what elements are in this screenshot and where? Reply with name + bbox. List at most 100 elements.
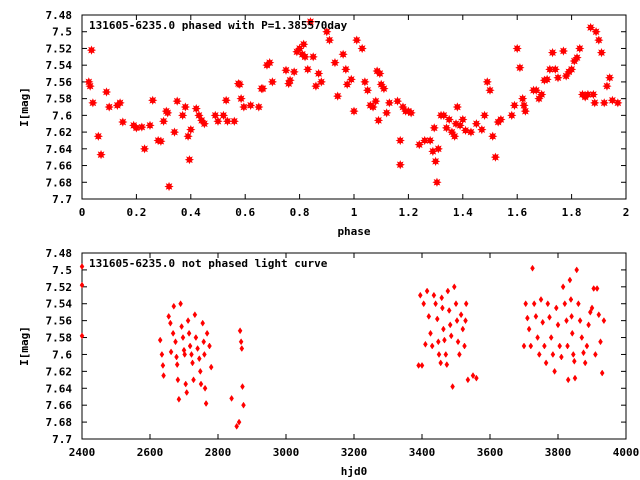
- unphased-y-tick-label: 7.56: [46, 315, 73, 328]
- unphased-data-point: [545, 300, 551, 308]
- unphased-data-point: [238, 338, 244, 346]
- phased-data-point: [285, 75, 295, 85]
- unphased-y-tick-label: 7.52: [46, 281, 73, 294]
- phased-light-curve-chart: 0 0.2 0.4 0.6 0.8 1 1.2 1.4 1.6 1.8 2 7.48 7.5 7.52 7.…: [18, 9, 629, 238]
- unphased-data-point: [560, 283, 566, 291]
- phased-data-point: [199, 119, 210, 129]
- phased-y-tick-label: 7.7: [52, 193, 72, 206]
- phased-x-tick-label: 1.8: [562, 206, 582, 219]
- phased-data-point: [314, 68, 324, 79]
- phased-data-point: [281, 65, 291, 75]
- unphased-data-point: [192, 311, 198, 319]
- phased-data-point: [184, 155, 195, 165]
- phased-data-point: [515, 63, 525, 73]
- unphased-data-point: [171, 302, 177, 310]
- phased-data-point: [169, 127, 180, 137]
- unphased-data-point: [450, 383, 455, 391]
- phased-data-point: [239, 102, 249, 112]
- phased-data-point: [368, 102, 378, 112]
- phased-data-point: [333, 91, 343, 101]
- unphased-data-point: [160, 361, 166, 369]
- unphased-data-point: [601, 317, 607, 325]
- unphased-data-point: [195, 345, 200, 352]
- phased-data-point: [104, 102, 114, 112]
- phased-data-point: [139, 144, 150, 154]
- unphased-data-point: [190, 359, 195, 367]
- unphased-data-point: [175, 376, 181, 384]
- phased-data-point: [406, 108, 416, 118]
- unphased-data-point: [440, 304, 445, 312]
- phased-data-point: [531, 85, 541, 95]
- unphased-data-point: [536, 351, 542, 358]
- phased-y-tick-label: 7.62: [46, 126, 73, 139]
- unphased-data-point: [591, 285, 597, 292]
- phased-data-point: [572, 53, 582, 63]
- phased-x-tick-label: 1.2: [398, 206, 418, 219]
- unphased-data-point: [174, 361, 180, 369]
- phased-data-point: [452, 102, 462, 112]
- phased-data-point: [441, 123, 452, 133]
- phased-data-points: [84, 17, 623, 192]
- unphased-data-point: [565, 342, 570, 350]
- unphased-plot-title: 131605-6235.0 not phased light curve: [89, 257, 328, 270]
- phased-y-tick-label: 7.58: [46, 93, 73, 106]
- phased-data-point: [458, 114, 468, 125]
- phased-y-tick-label: 7.64: [46, 143, 73, 156]
- phased-data-point: [395, 135, 405, 146]
- unphased-data-point: [204, 329, 210, 337]
- phased-data-point: [254, 102, 264, 112]
- unphased-data-point: [237, 327, 243, 335]
- phased-data-point: [235, 79, 245, 90]
- phased-data-point: [258, 83, 268, 94]
- phased-data-point: [444, 114, 454, 125]
- phased-y-tick-label: 7.5: [52, 26, 72, 39]
- phased-data-point: [85, 81, 95, 91]
- unphased-data-point: [451, 283, 457, 291]
- unphased-data-point: [202, 384, 208, 392]
- unphased-x-tick-label: 3600: [477, 446, 504, 459]
- unphased-data-point: [79, 281, 85, 289]
- phased-data-point: [300, 52, 310, 62]
- phased-data-point: [322, 27, 332, 37]
- phased-data-point: [425, 135, 435, 146]
- unphased-data-point: [593, 351, 598, 358]
- phased-data-point: [594, 35, 604, 45]
- unphased-y-axis-title: I[mag]: [18, 326, 31, 366]
- unphased-data-point: [189, 351, 194, 358]
- phased-x-tick-label: 2: [623, 206, 630, 219]
- phased-data-point: [575, 43, 585, 54]
- phased-data-point: [460, 125, 471, 136]
- phased-data-point: [191, 104, 201, 114]
- phased-data-point: [596, 48, 607, 58]
- unphased-y-tick-label: 7.64: [46, 382, 73, 395]
- unphased-data-point: [201, 338, 207, 346]
- unphased-data-point: [587, 308, 593, 316]
- unphased-x-tick-label: 2400: [69, 446, 96, 459]
- unphased-data-point: [525, 314, 530, 322]
- unphased-data-point: [198, 380, 204, 388]
- unphased-data-point: [443, 351, 449, 358]
- phased-data-point: [178, 110, 188, 120]
- unphased-y-tick-label: 7.62: [46, 365, 73, 378]
- phased-data-point: [131, 123, 142, 133]
- unphased-data-point: [535, 334, 540, 341]
- unphased-data-point: [596, 311, 602, 319]
- unphased-data-point: [416, 361, 421, 369]
- phased-data-point: [414, 140, 424, 150]
- phased-data-point: [613, 98, 623, 108]
- unphased-data-point: [455, 338, 461, 346]
- phased-data-point: [482, 77, 492, 87]
- unphased-data-point: [417, 291, 423, 299]
- unphased-data-point: [564, 317, 569, 325]
- phased-data-point: [180, 102, 190, 112]
- unphased-data-point: [474, 374, 479, 382]
- unphased-data-point: [448, 332, 454, 340]
- phased-data-point: [352, 35, 362, 45]
- phased-data-point: [88, 98, 98, 108]
- phased-data-point: [507, 110, 517, 120]
- phased-data-point: [488, 131, 498, 141]
- phased-data-point: [509, 100, 520, 110]
- unphased-data-point: [470, 372, 476, 380]
- phased-x-tick-label: 0.4: [181, 206, 201, 219]
- phased-data-point: [222, 116, 233, 126]
